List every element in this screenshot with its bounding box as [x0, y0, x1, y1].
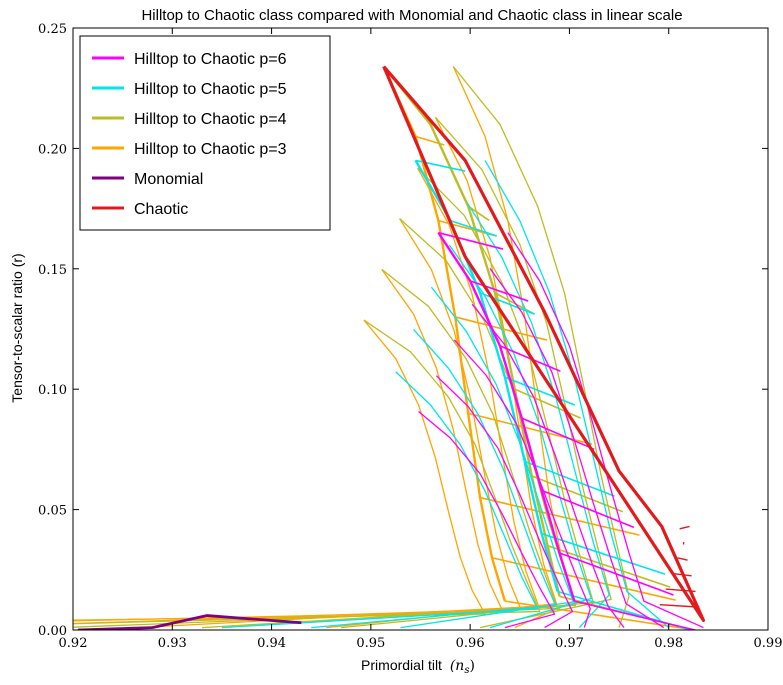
legend-label: Hilltop to Chaotic p=4: [134, 111, 287, 128]
legend: Hilltop to Chaotic p=6 Hilltop to Chaotic…: [79, 35, 331, 231]
series-line: [382, 65, 706, 622]
hilltop-curve: [448, 244, 593, 629]
hilltop-curve: [453, 339, 591, 628]
hilltop-rung: [541, 489, 635, 529]
hilltop-rung: [574, 600, 696, 630]
x-axis-label: Primordial tilt (ns): [361, 657, 475, 676]
x-tick-label: 0.95: [356, 636, 385, 651]
y-tick-label: 0.25: [38, 22, 67, 37]
hilltop-rung: [504, 376, 576, 406]
hilltop-curve: [418, 410, 556, 629]
legend-box: [79, 35, 331, 231]
y-tick-label: 0.20: [38, 142, 67, 157]
hilltop-curve: [73, 319, 487, 621]
hilltop-curve: [507, 232, 704, 629]
hilltop-curve: [400, 286, 575, 629]
axis-ticks: 0.92 0.93 0.94 0.95 0.96 0.97 0.98 0.99 0.00 0.05…: [38, 22, 782, 651]
legend-label: Monomial: [134, 171, 203, 188]
plot-clip-group: [73, 65, 706, 630]
hilltop-curve: [466, 202, 610, 629]
x-tick-label: 0.97: [555, 636, 584, 651]
series-line: [77, 614, 302, 630]
chaotic-hatch: [665, 588, 696, 593]
hilltop-curve: [137, 167, 540, 629]
hilltop-curve: [311, 329, 557, 629]
chart-title: Hilltop to Chaotic class compared with M…: [141, 7, 682, 24]
x-tick-label: 0.92: [59, 636, 88, 651]
series-line: [382, 66, 507, 602]
x-tick-label: 0.93: [158, 636, 187, 651]
y-tick-label: 0.15: [38, 263, 67, 278]
hilltop-curve: [73, 268, 559, 628]
plot-frame: [72, 27, 769, 631]
chaotic-hatch: [671, 572, 692, 577]
legend-label: Hilltop to Chaotic p=6: [134, 51, 287, 68]
hilltop-rung: [547, 544, 671, 588]
x-axis-label-text: Primordial tilt: [361, 657, 442, 673]
hilltop-curve: [484, 160, 670, 629]
x-axis-label-close: ): [469, 658, 474, 674]
x-tick-label: 0.96: [456, 636, 485, 651]
hilltop-rung: [438, 231, 504, 250]
x-tick-label: 0.99: [754, 636, 783, 651]
hilltop-curve: [435, 375, 574, 629]
hilltop-curve: [326, 116, 558, 629]
legend-label: Chaotic: [134, 201, 188, 218]
hilltop-curve: [73, 218, 522, 625]
y-tick-label: 0.10: [38, 383, 67, 398]
hilltop-curve: [452, 66, 630, 628]
hilltop-curve: [221, 371, 539, 629]
y-tick-label: 0.05: [38, 504, 67, 519]
hilltop-rung: [514, 388, 582, 419]
plot-area: [73, 65, 706, 630]
x-tick-label: 0.94: [257, 636, 286, 651]
hilltop-rung: [450, 219, 497, 237]
hilltop-curve: [73, 319, 541, 625]
legend-label: Hilltop to Chaotic p=3: [134, 141, 287, 158]
chaotic-hatch: [677, 557, 688, 561]
chaotic-hatch: [659, 604, 700, 608]
hilltop-rung: [524, 460, 615, 497]
y-tick-label: 0.00: [38, 624, 67, 639]
y-axis-label: Tensor-to-scalar ratio (r): [9, 253, 25, 402]
hilltop-curve: [489, 268, 665, 629]
hilltop-curve: [471, 303, 625, 628]
hilltop-rung: [469, 280, 529, 302]
series-line: [437, 232, 576, 602]
x-tick-label: 0.98: [654, 636, 683, 651]
legend-label: Hilltop to Chaotic p=5: [134, 81, 287, 98]
chaotic-hatch: [679, 525, 690, 530]
x-axis-label-subscript: s: [464, 665, 469, 676]
hilltop-rung: [521, 417, 595, 451]
hilltop-curve: [73, 269, 504, 622]
hilltop-rung: [491, 556, 676, 601]
x-axis-label-symbol: (n: [450, 658, 464, 674]
